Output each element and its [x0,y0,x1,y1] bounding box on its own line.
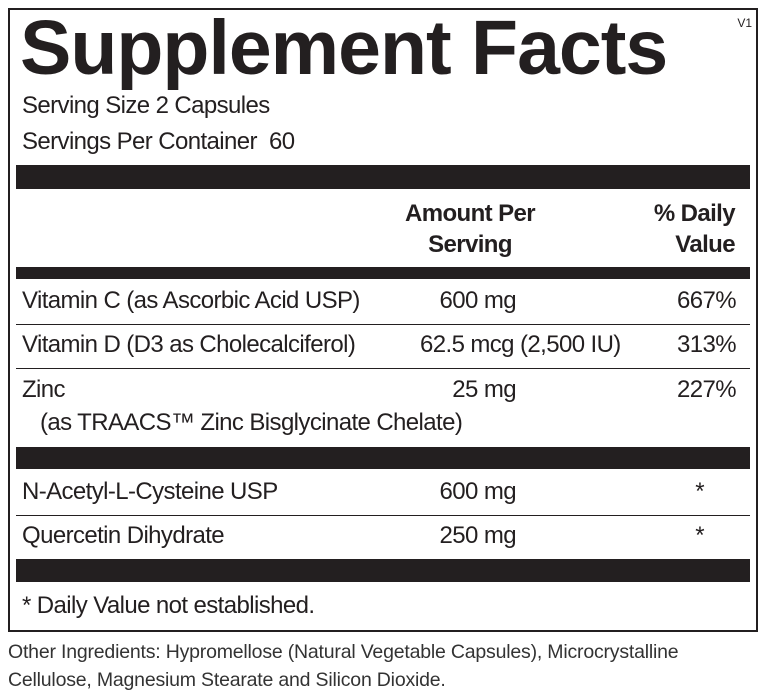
footnote: * Daily Value not established. [22,592,315,619]
other-ingredients: Other Ingredients: Hypromellose (Natural… [8,641,679,691]
nutrient-dv: 227% [677,376,737,403]
nutrient-name: Vitamin D (D3 as Cholecalciferol) [22,331,356,358]
nutrient-dv: 313% [677,331,737,358]
row-rule [16,324,750,325]
row-rule [16,515,750,516]
divider-bar [16,559,750,582]
ingredient-name: Quercetin Dihydrate [22,522,225,549]
ingredient-dv: * [695,522,704,549]
ingredient-dv: * [695,478,704,505]
servings-per-container: Servings Per Container 60 [22,128,295,155]
nutrient-name: Vitamin C (as Ascorbic Acid USP) [22,287,360,314]
header-daily-value: % Daily Value [653,200,736,258]
ingredient-amount: 600 mg [439,478,517,505]
ingredient-name: N-Acetyl-L-Cysteine USP [22,478,278,505]
divider-bar [16,165,750,189]
divider-bar [16,447,750,469]
title: Supplement Facts [20,5,668,91]
version: V1 [737,16,752,30]
nutrient-source: (as TRAACS™ Zinc Bisglycinate Chelate) [40,409,463,436]
nutrient-amount: 600 mg [439,287,517,314]
row-rule [16,368,750,369]
divider-bar [16,267,750,279]
facts-panel: Supplement Facts V1 Serving Size 2 Capsu… [8,5,758,632]
serving-size: Serving Size 2 Capsules [22,92,270,119]
nutrient-dv: 667% [677,287,737,314]
ingredient-amount: 250 mg [439,522,517,549]
nutrient-amount: 25 mg [452,376,516,403]
nutrient-name: Zinc [22,376,66,403]
nutrient-amount: 62.5 mcg (2,500 IU) [420,331,621,358]
header-amount: Amount Per Serving [404,200,536,258]
